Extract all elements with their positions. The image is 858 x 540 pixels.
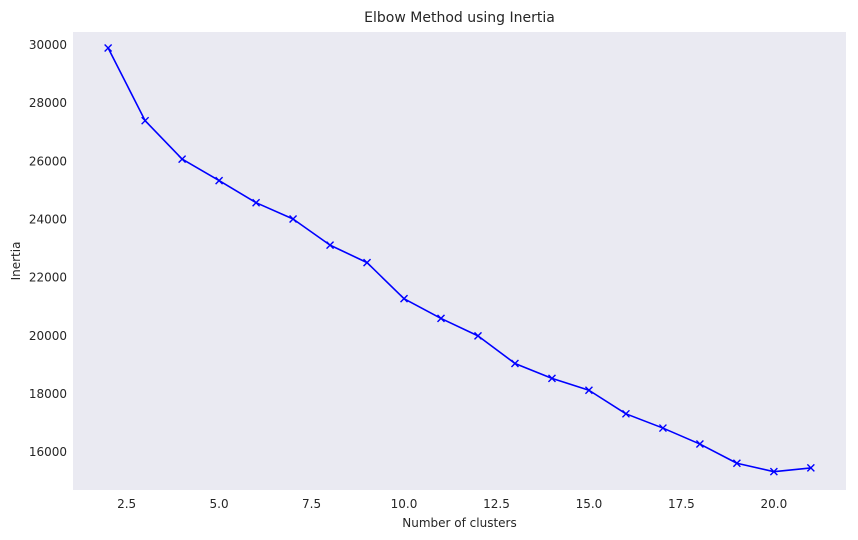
y-tick-label: 18000 (29, 387, 67, 401)
data-point (695, 440, 704, 449)
x-tick-label: 15.0 (576, 497, 603, 511)
data-point (769, 467, 778, 476)
data-point (806, 463, 815, 472)
data-point (621, 409, 630, 418)
data-point (510, 359, 519, 368)
x-tick-label: 17.5 (668, 497, 695, 511)
x-tick-label: 2.5 (117, 497, 136, 511)
x-tick-label: 10.0 (391, 497, 418, 511)
y-axis-label: Inertia (9, 242, 23, 281)
x-tick-label: 7.5 (302, 497, 321, 511)
series-layer (104, 43, 815, 476)
y-tick-label: 16000 (29, 445, 67, 459)
y-tick-label: 22000 (29, 271, 67, 285)
data-point (363, 258, 372, 267)
data-point (547, 374, 556, 383)
data-point (104, 43, 113, 52)
y-tick-label: 24000 (29, 213, 67, 227)
y-tick-label: 30000 (29, 38, 67, 52)
data-point (289, 214, 298, 223)
x-tick-label: 5.0 (210, 497, 229, 511)
chart-title: Elbow Method using Inertia (364, 10, 555, 26)
y-tick-label: 28000 (29, 96, 67, 110)
data-point (437, 314, 446, 323)
y-tick-label: 26000 (29, 154, 67, 168)
data-point (400, 294, 409, 303)
y-axis-ticks: 16000 18000 20000 22000 24000 26000 28000 30000 (29, 38, 67, 459)
x-tick-label: 20.0 (761, 497, 788, 511)
y-tick-label: 20000 (29, 329, 67, 343)
x-axis-label: Number of clusters (402, 516, 516, 530)
data-point (178, 155, 187, 164)
data-point (326, 241, 335, 250)
data-point (215, 176, 224, 185)
data-point (584, 386, 593, 395)
data-point (141, 116, 150, 125)
data-point (732, 459, 741, 468)
x-axis-ticks: 2.5 5.0 7.5 10.0 12.5 15.0 17.5 20.0 (117, 497, 787, 511)
x-tick-label: 12.5 (483, 497, 510, 511)
series-line (107, 47, 811, 473)
data-point (252, 198, 261, 207)
data-point (473, 331, 482, 340)
data-point (658, 424, 667, 433)
plot-area (73, 32, 846, 490)
